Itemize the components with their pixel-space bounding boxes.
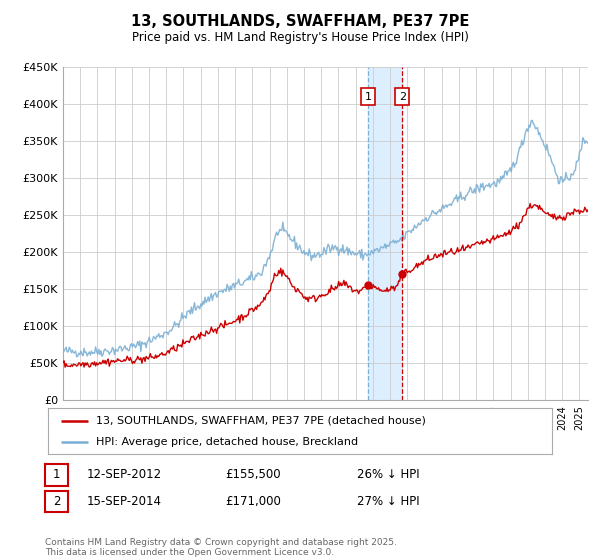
Text: 13, SOUTHLANDS, SWAFFHAM, PE37 7PE: 13, SOUTHLANDS, SWAFFHAM, PE37 7PE bbox=[131, 14, 469, 29]
Text: 1: 1 bbox=[53, 468, 60, 482]
Text: HPI: Average price, detached house, Breckland: HPI: Average price, detached house, Brec… bbox=[96, 437, 358, 447]
Text: Contains HM Land Registry data © Crown copyright and database right 2025.
This d: Contains HM Land Registry data © Crown c… bbox=[45, 538, 397, 557]
Text: 26% ↓ HPI: 26% ↓ HPI bbox=[357, 468, 419, 482]
Text: 13, SOUTHLANDS, SWAFFHAM, PE37 7PE (detached house): 13, SOUTHLANDS, SWAFFHAM, PE37 7PE (deta… bbox=[96, 416, 426, 426]
Text: 1: 1 bbox=[364, 92, 371, 102]
Text: 12-SEP-2012: 12-SEP-2012 bbox=[87, 468, 162, 482]
Text: 15-SEP-2014: 15-SEP-2014 bbox=[87, 494, 162, 508]
Text: Price paid vs. HM Land Registry's House Price Index (HPI): Price paid vs. HM Land Registry's House … bbox=[131, 31, 469, 44]
Text: £155,500: £155,500 bbox=[225, 468, 281, 482]
Text: 2: 2 bbox=[53, 494, 60, 508]
Text: 27% ↓ HPI: 27% ↓ HPI bbox=[357, 494, 419, 508]
Text: 2: 2 bbox=[399, 92, 406, 102]
Bar bbox=[368, 67, 402, 400]
Text: £171,000: £171,000 bbox=[225, 494, 281, 508]
